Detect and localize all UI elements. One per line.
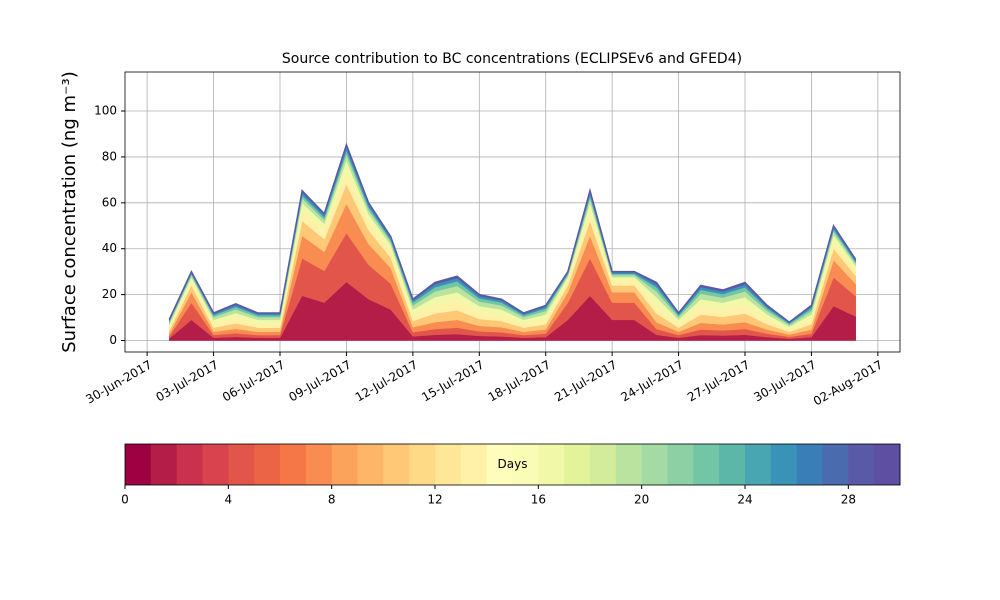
colorbar-bin — [667, 444, 694, 485]
colorbar-bin — [383, 444, 410, 485]
x-tick-label: 27-Jul-2017 — [685, 358, 752, 405]
colorbar-bin — [176, 444, 203, 485]
x-tick-label: 18-Jul-2017 — [486, 358, 553, 405]
colorbar-bin — [848, 444, 875, 485]
colorbar-bin — [538, 444, 565, 485]
y-tick-label: 80 — [102, 149, 117, 163]
chart-title: Source contribution to BC concentrations… — [282, 51, 742, 67]
area-layer — [169, 159, 856, 330]
x-tick-label: 12-Jul-2017 — [353, 358, 420, 405]
y-tick-label: 20 — [102, 287, 117, 301]
colorbar-bin — [331, 444, 358, 485]
plot-frame — [124, 71, 901, 353]
colorbar-label: Days — [498, 457, 528, 471]
x-tick-label: 30-Jul-2017 — [751, 358, 818, 405]
colorbar-tick-label: 16 — [531, 493, 546, 507]
colorbar-bin — [125, 444, 152, 485]
colorbar-bin — [512, 444, 539, 485]
y-tick-label: 100 — [94, 104, 117, 118]
area-layer — [169, 153, 856, 328]
x-tick-label: 24-Jul-2017 — [619, 358, 686, 405]
colorbar-bin — [202, 444, 229, 485]
colorbar-tick-label: 24 — [737, 493, 752, 507]
colorbar-bin — [615, 444, 643, 485]
colorbar-tick-label: 0 — [121, 493, 129, 507]
colorbar-tick-label: 20 — [634, 493, 649, 507]
colorbar-bin — [357, 444, 384, 485]
colorbar-bin — [150, 444, 178, 485]
x-tick-label: 03-Jul-2017 — [154, 358, 221, 405]
colorbar-bin — [280, 444, 307, 485]
y-axis-label: Surface concentration (ng m⁻³) — [59, 71, 80, 353]
x-tick-label: 30-Jun-2017 — [83, 358, 154, 407]
colorbar-tick-label: 28 — [841, 493, 856, 507]
colorbar-bin — [254, 444, 281, 485]
colorbar-bin — [305, 444, 333, 485]
x-tick-label: 09-Jul-2017 — [286, 358, 353, 405]
colorbar-bin — [822, 444, 849, 485]
colorbar-bin — [486, 444, 513, 485]
x-tick-label: 15-Jul-2017 — [419, 358, 486, 405]
colorbar-tick-label: 8 — [328, 493, 336, 507]
top-outline — [168, 142, 857, 324]
colorbar-bin — [874, 444, 901, 485]
colorbar-bin — [719, 444, 746, 485]
colorbar-bin — [796, 444, 823, 485]
x-tick-label: 21-Jul-2017 — [552, 358, 619, 405]
colorbar-bin — [409, 444, 436, 485]
y-tick-label: 60 — [102, 195, 117, 209]
colorbar-bin — [590, 444, 617, 485]
colorbar-tick-label: 4 — [225, 493, 233, 507]
colorbar-bin — [435, 444, 462, 485]
colorbar-bin — [641, 444, 668, 485]
colorbar-tick-label: 12 — [427, 493, 442, 507]
colorbar-bin — [460, 444, 488, 485]
y-tick-label: 40 — [102, 241, 117, 255]
colorbar-bin — [770, 444, 798, 485]
x-tick-label: 02-Aug-2017 — [811, 358, 885, 409]
x-tick-label: 06-Jul-2017 — [220, 358, 287, 405]
colorbar-bin — [228, 444, 255, 485]
y-tick-label: 0 — [109, 333, 117, 347]
colorbar-frame — [124, 443, 901, 486]
colorbar-bin — [564, 444, 591, 485]
colorbar-bin — [745, 444, 772, 485]
colorbar-bin — [693, 444, 720, 485]
